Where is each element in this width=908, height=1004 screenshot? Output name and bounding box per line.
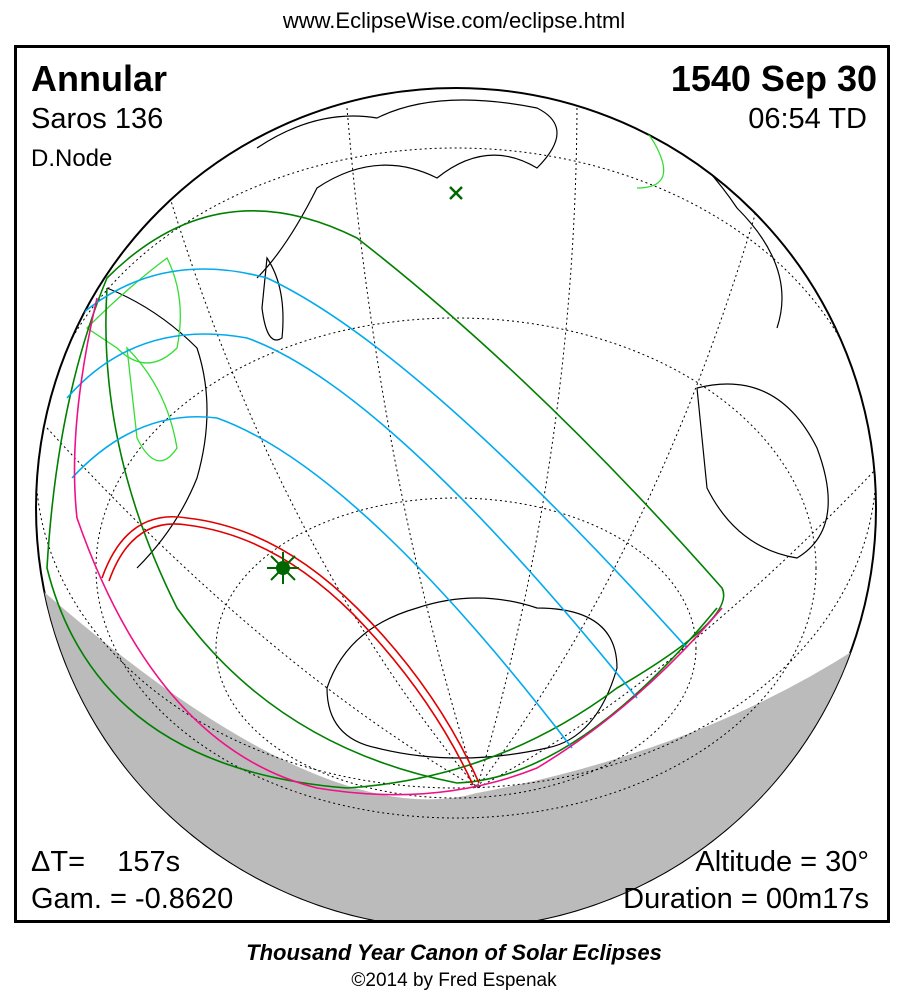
gamma: Gam. = -0.8620	[31, 883, 234, 915]
subsolar-marker	[449, 186, 463, 200]
saros: Saros 136	[31, 103, 164, 135]
central-path	[101, 516, 480, 786]
rise-set-curve	[73, 297, 723, 796]
delta-t: ΔT= 157s	[31, 846, 181, 878]
penumbra-limit-inner	[105, 287, 718, 784]
altitude: Altitude = 30°	[695, 846, 869, 878]
eclipse-date: 1540 Sep 30	[670, 58, 877, 99]
canon-title: Thousand Year Canon of Solar Eclipses	[246, 940, 662, 965]
copyright: ©2014 by Fred Espenak	[351, 970, 557, 991]
eclipse-type: Annular	[31, 58, 168, 99]
penumbra-limit-outer	[46, 209, 725, 789]
eclipse-time: 06:54 TD	[748, 103, 867, 135]
eclipse-globe-map	[35, 87, 877, 920]
night-shading	[36, 568, 876, 920]
map-frame: Annular Saros 136 D.Node 1540 Sep 30 06:…	[14, 45, 890, 923]
greatest-eclipse-marker	[267, 552, 299, 584]
node: D.Node	[31, 145, 113, 172]
isochrones	[66, 268, 688, 749]
globe	[35, 87, 877, 920]
url-header: www.EclipseWise.com/eclipse.html	[282, 8, 626, 33]
duration: Duration = 00m17s	[623, 883, 869, 915]
